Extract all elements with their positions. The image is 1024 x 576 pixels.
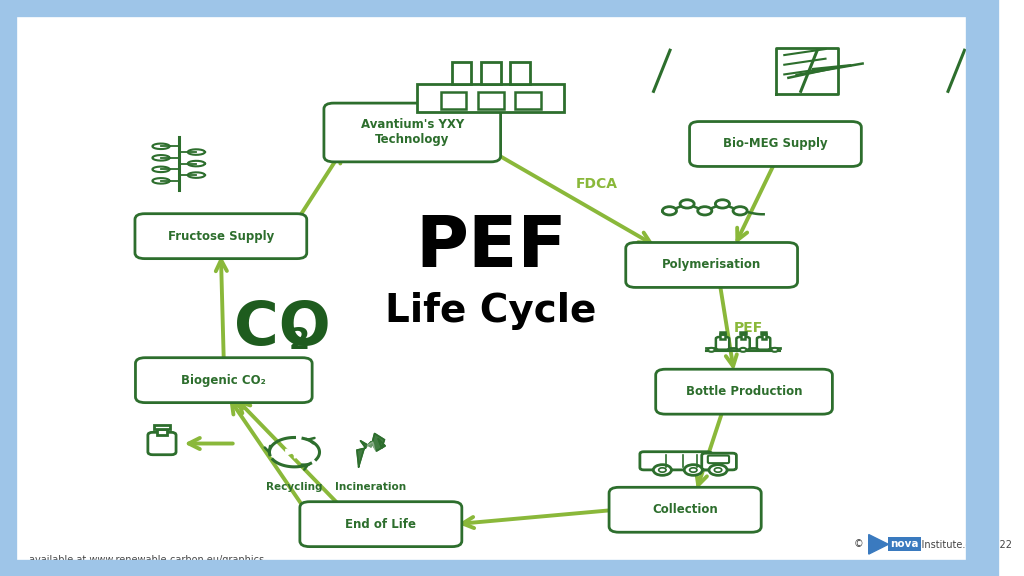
Text: nova: nova	[890, 539, 919, 550]
FancyBboxPatch shape	[324, 103, 501, 162]
FancyBboxPatch shape	[481, 62, 501, 84]
Text: Avantium's YXY
Technology: Avantium's YXY Technology	[360, 119, 464, 146]
FancyBboxPatch shape	[721, 334, 725, 339]
Text: Bottle Production: Bottle Production	[686, 385, 802, 398]
FancyBboxPatch shape	[701, 453, 736, 470]
Text: Polymerisation: Polymerisation	[663, 259, 761, 271]
FancyBboxPatch shape	[510, 62, 530, 84]
FancyBboxPatch shape	[689, 122, 861, 166]
Text: Recycling: Recycling	[266, 482, 323, 492]
Polygon shape	[357, 434, 385, 467]
FancyBboxPatch shape	[762, 334, 766, 339]
FancyBboxPatch shape	[626, 242, 798, 287]
FancyBboxPatch shape	[640, 452, 712, 470]
Text: Incineration: Incineration	[336, 482, 407, 492]
Polygon shape	[153, 155, 170, 161]
FancyBboxPatch shape	[708, 456, 729, 463]
Circle shape	[689, 468, 697, 472]
FancyBboxPatch shape	[757, 337, 770, 350]
Circle shape	[709, 465, 727, 475]
Polygon shape	[366, 442, 377, 463]
Circle shape	[708, 348, 715, 352]
FancyBboxPatch shape	[736, 337, 750, 350]
Polygon shape	[868, 535, 889, 554]
FancyBboxPatch shape	[12, 12, 969, 564]
Text: CO: CO	[233, 299, 331, 358]
Text: FDCA: FDCA	[575, 177, 617, 191]
Circle shape	[684, 465, 702, 475]
Text: PEF: PEF	[733, 321, 763, 335]
Circle shape	[658, 468, 666, 472]
Circle shape	[715, 468, 722, 472]
Text: PEF: PEF	[415, 213, 566, 282]
Text: Life Cycle: Life Cycle	[385, 292, 596, 330]
Text: Collection: Collection	[652, 503, 718, 516]
Polygon shape	[153, 143, 170, 149]
Polygon shape	[187, 172, 205, 178]
Circle shape	[697, 207, 712, 215]
FancyBboxPatch shape	[440, 92, 466, 109]
Circle shape	[739, 348, 746, 352]
Polygon shape	[295, 452, 303, 458]
Text: ©: ©	[854, 539, 864, 550]
Polygon shape	[187, 161, 205, 166]
FancyBboxPatch shape	[741, 334, 745, 339]
Text: End of Life: End of Life	[345, 518, 417, 530]
Polygon shape	[295, 446, 303, 452]
Circle shape	[716, 200, 729, 208]
FancyBboxPatch shape	[135, 214, 307, 259]
FancyBboxPatch shape	[300, 502, 462, 547]
Text: Biogenic CO₂: Biogenic CO₂	[181, 374, 266, 386]
Circle shape	[653, 465, 672, 475]
FancyBboxPatch shape	[655, 369, 833, 414]
FancyBboxPatch shape	[740, 332, 745, 334]
Circle shape	[771, 348, 778, 352]
Text: -Institute.eu | 2022: -Institute.eu | 2022	[918, 539, 1012, 550]
FancyBboxPatch shape	[155, 426, 170, 429]
Polygon shape	[286, 449, 295, 455]
Text: Fructose Supply: Fructose Supply	[168, 230, 274, 242]
FancyBboxPatch shape	[147, 433, 176, 454]
Polygon shape	[153, 178, 170, 184]
Text: Bio-MEG Supply: Bio-MEG Supply	[723, 138, 827, 150]
FancyBboxPatch shape	[515, 92, 541, 109]
Circle shape	[663, 207, 677, 215]
FancyBboxPatch shape	[478, 92, 504, 109]
FancyBboxPatch shape	[157, 429, 167, 435]
FancyBboxPatch shape	[716, 337, 729, 350]
FancyBboxPatch shape	[417, 84, 564, 112]
Circle shape	[733, 207, 748, 215]
Text: 2: 2	[289, 327, 310, 355]
Polygon shape	[153, 166, 170, 172]
FancyBboxPatch shape	[761, 332, 766, 334]
FancyBboxPatch shape	[452, 62, 471, 84]
Polygon shape	[187, 149, 205, 155]
FancyBboxPatch shape	[135, 358, 312, 403]
Text: available at www.renewable-carbon.eu/graphics: available at www.renewable-carbon.eu/gra…	[30, 555, 264, 565]
Circle shape	[680, 200, 694, 208]
FancyBboxPatch shape	[720, 332, 725, 334]
FancyBboxPatch shape	[609, 487, 761, 532]
